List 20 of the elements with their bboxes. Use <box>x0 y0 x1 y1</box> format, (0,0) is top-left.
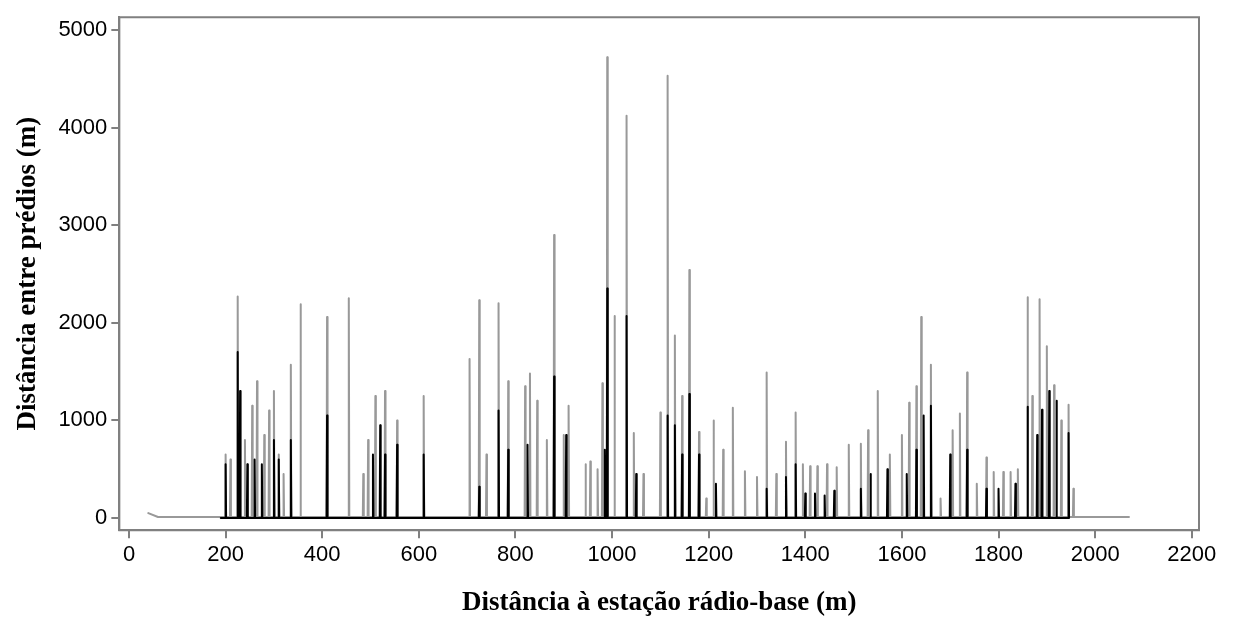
y-tick-label: 4000 <box>58 113 108 139</box>
y-tick-label: 5000 <box>58 15 108 41</box>
x-tick-label: 800 <box>497 541 534 567</box>
x-tick-label: 2200 <box>1167 541 1217 567</box>
y-tick-label: 1000 <box>58 406 108 432</box>
x-tick-label: 600 <box>400 541 438 567</box>
x-tick-label: 1600 <box>877 541 927 567</box>
y-tick-label: 3000 <box>58 211 108 237</box>
x-tick-label: 1400 <box>780 541 830 567</box>
x-axis-title: Distância à estação rádio-base (m) <box>461 585 857 616</box>
x-tick-label: 2000 <box>1070 541 1120 567</box>
x-tick-label: 200 <box>207 541 244 567</box>
x-tick-label: 1200 <box>684 541 734 567</box>
x-tick-label: 0 <box>122 541 136 567</box>
x-tick-label: 1800 <box>974 541 1023 567</box>
y-tick-label: 0 <box>95 504 108 530</box>
x-tick-label: 1000 <box>587 541 637 567</box>
y-tick-label: 2000 <box>58 308 108 334</box>
x-tick-label: 400 <box>303 541 341 567</box>
y-axis-title: Distância entre prédios (m) <box>11 116 42 431</box>
